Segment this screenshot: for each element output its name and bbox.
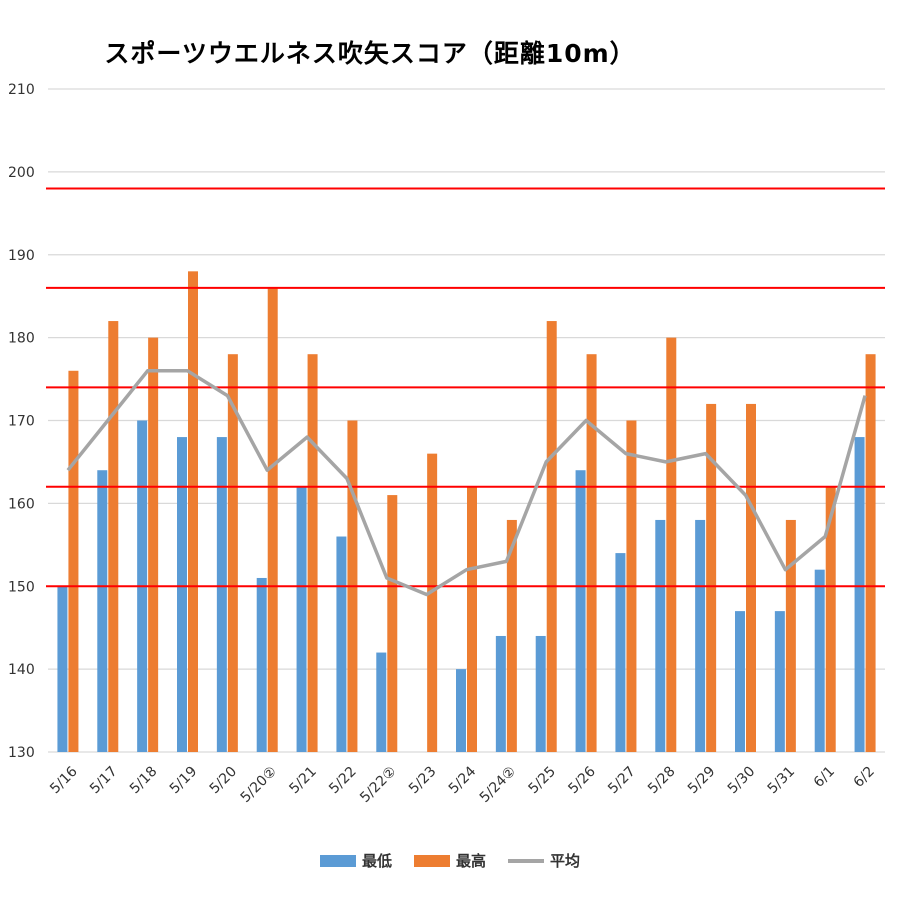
bar-max [267, 287, 278, 752]
legend: 最低 最高 平均 [0, 850, 900, 871]
legend-label-max: 最高 [455, 852, 486, 870]
bar-min [97, 470, 108, 752]
bar-min [456, 669, 466, 752]
bar-max [746, 403, 756, 752]
legend-label-min: 最低 [361, 852, 392, 870]
bar-max [825, 486, 836, 752]
bar-min [854, 437, 865, 752]
bar-max [188, 271, 198, 752]
bar-min [336, 536, 347, 752]
bar-max [387, 495, 398, 752]
y-tick-label: 200 [8, 165, 35, 181]
average-line-series [66, 369, 867, 597]
legend-swatch-min [319, 854, 356, 867]
chart-plot: 130 140 150 160 170 180 190 200 210 5/16 5/17 5/18… [8, 82, 885, 806]
bar-max [148, 337, 159, 752]
x-tick-label: 5/22② [357, 764, 399, 806]
bar-min [575, 470, 586, 752]
bar-max [108, 321, 119, 752]
bar-min [495, 635, 506, 752]
y-tick-label: 130 [8, 745, 35, 761]
bar-min [615, 553, 626, 752]
x-tick-label: 5/18 [127, 764, 161, 798]
x-tick-label: 5/30 [725, 764, 759, 798]
bar-max [68, 370, 79, 752]
x-tick-label: 6/1 [811, 764, 838, 791]
bar-max [706, 403, 717, 752]
bar-min [57, 586, 68, 752]
legend-item-avg: 平均 [508, 850, 580, 871]
bar-min [256, 577, 267, 752]
x-tick-label: 5/24 [446, 763, 480, 797]
y-tick-label: 210 [8, 82, 35, 98]
bar-min [814, 569, 825, 752]
bar-max [666, 337, 677, 752]
legend-item-min: 最低 [319, 850, 392, 871]
x-tick-label: 5/20 [207, 764, 241, 798]
bar-max [865, 354, 876, 752]
bar-min [735, 611, 745, 752]
bar-min [216, 437, 227, 752]
x-tick-label: 5/31 [765, 764, 799, 798]
x-tick-label: 5/27 [605, 764, 639, 798]
bar-max [506, 519, 517, 752]
x-axis-tick-labels: 5/16 5/17 5/18 5/19 5/205/20② 5/21 5/225/22② 5/… [47, 763, 878, 805]
y-tick-label: 140 [8, 662, 35, 678]
bar-min [296, 486, 307, 752]
x-tick-label: 5/26 [565, 763, 599, 797]
x-tick-label: 5/21 [286, 764, 320, 798]
bar-max [586, 354, 597, 752]
y-tick-label: 160 [8, 496, 35, 512]
reference-lines [46, 187, 885, 588]
chart-title: スポーツウエルネス吹矢スコア（距離10m） [104, 39, 636, 68]
x-tick-label: 5/29 [685, 764, 719, 798]
bar-min [535, 635, 546, 752]
bar-max [546, 321, 557, 752]
bar-min [376, 652, 387, 752]
x-tick-label: 5/16 [47, 763, 81, 797]
bar-max [307, 354, 318, 752]
bar-max [467, 486, 477, 752]
x-tick-label: 5/22 [326, 764, 360, 798]
y-tick-label: 180 [8, 331, 35, 347]
average-line [66, 369, 867, 597]
bar-min [695, 519, 706, 752]
x-tick-label: 6/2 [851, 764, 878, 791]
bar-min [774, 611, 785, 752]
legend-item-max: 最高 [413, 850, 486, 871]
legend-swatch-avg [508, 858, 544, 863]
bar-max [785, 519, 796, 752]
bar-min [655, 519, 666, 752]
x-tick-label: 5/28 [645, 764, 679, 798]
x-tick-label: 5/17 [87, 764, 121, 798]
x-tick-label: 5/23 [406, 764, 440, 798]
y-tick-label: 190 [8, 248, 35, 264]
y-tick-label: 170 [8, 414, 35, 430]
y-axis-tick-labels: 130 140 150 160 170 180 190 200 210 [8, 82, 35, 761]
legend-swatch-max [413, 854, 450, 867]
y-tick-label: 150 [8, 579, 35, 595]
x-tick-label: 5/20② [238, 764, 280, 806]
legend-label-avg: 平均 [550, 852, 581, 870]
x-tick-label: 5/25 [525, 764, 559, 798]
bar-max [227, 354, 238, 752]
x-tick-label: 5/19 [167, 764, 201, 798]
bar-min [177, 437, 187, 752]
bar-max [427, 453, 438, 752]
x-tick-label: 5/24② [477, 764, 519, 806]
